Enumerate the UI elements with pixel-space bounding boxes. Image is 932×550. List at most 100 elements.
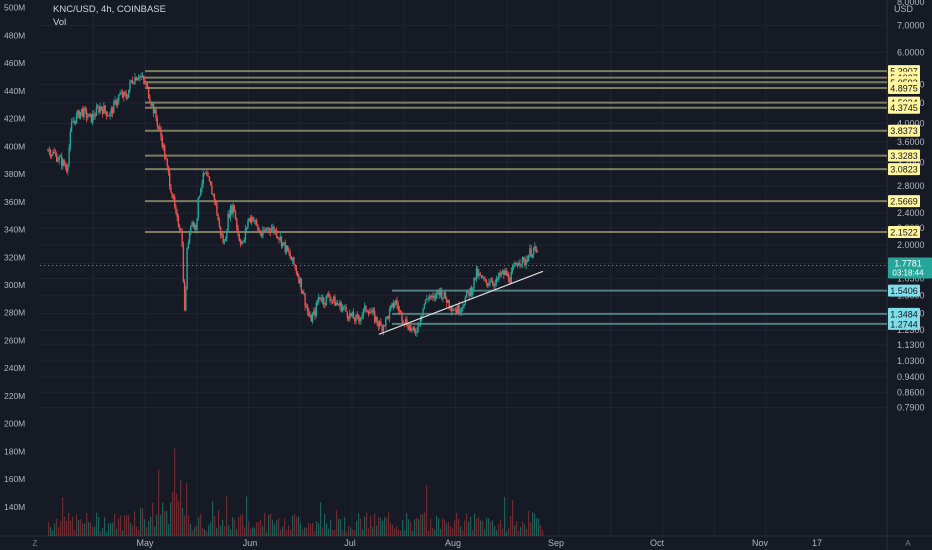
candle-body (403, 322, 406, 324)
candle-body (387, 316, 390, 319)
candle-body (400, 310, 402, 313)
candle-body (191, 222, 193, 226)
candle-body (203, 173, 206, 175)
volume-bar (332, 530, 334, 536)
candle-body (267, 227, 269, 230)
volume-bar (466, 513, 468, 536)
level-price-label: 1.2744 (890, 319, 918, 329)
candle-body (243, 239, 245, 242)
candle-body (207, 175, 209, 177)
candle-body (55, 154, 58, 162)
candle-body (443, 292, 445, 298)
volume-bar (380, 517, 382, 536)
candle-body (452, 309, 454, 312)
volume-bar (496, 530, 498, 536)
candle-body (368, 312, 371, 314)
candle-body (123, 92, 125, 98)
volume-axis-label: 140M (4, 502, 25, 512)
volume-bar (376, 525, 378, 536)
volume-axis-label: 220M (4, 391, 25, 401)
candle-body (372, 309, 375, 312)
candle-body (396, 300, 398, 306)
volume-bar (138, 529, 140, 536)
candle-body (278, 238, 280, 240)
candle-body (219, 226, 222, 236)
volume-bar (294, 514, 296, 536)
candle-body (449, 306, 452, 309)
candle-body (255, 220, 258, 225)
candle-body (140, 76, 142, 77)
candle-body (511, 267, 514, 272)
volume-axis-label: 340M (4, 225, 25, 235)
volume-bar (154, 526, 156, 536)
volume-bar (58, 527, 60, 536)
candle-body (431, 295, 433, 298)
price-axis-label: 1.1300 (897, 340, 925, 350)
volume-bar (156, 515, 158, 536)
candle-body (63, 159, 65, 166)
candle-body (275, 230, 278, 237)
volume-bar (288, 525, 290, 536)
candle-body (309, 315, 311, 317)
candle-body (116, 101, 119, 106)
level-price-label: 4.8975 (890, 83, 918, 93)
volume-bar (436, 515, 438, 536)
candle-body (393, 304, 396, 308)
volume-bar (212, 500, 214, 536)
level-price-tag (888, 317, 920, 330)
volume-bar (200, 513, 202, 536)
volume-bar (134, 511, 136, 536)
volume-bar (142, 508, 144, 536)
volume-bar (194, 526, 196, 536)
volume-axis-label: 160M (4, 474, 25, 484)
candle-body (469, 287, 471, 297)
volume-bar (458, 518, 460, 536)
volume-bar (424, 512, 426, 536)
volume-bar (372, 527, 374, 536)
candle-body (474, 277, 476, 280)
level-price-tag (888, 284, 920, 297)
candle-body (499, 273, 501, 276)
candle-body (475, 268, 478, 280)
candle-body (359, 319, 361, 322)
candle-body (80, 108, 83, 112)
candle-body (308, 311, 310, 317)
candle-body (391, 302, 393, 306)
volume-bar (336, 510, 338, 536)
volume-bar (56, 518, 58, 536)
candle-body (293, 257, 295, 265)
candle-body (268, 227, 270, 231)
candle-body (458, 305, 460, 313)
volume-bar (100, 531, 102, 536)
candle-body (146, 83, 149, 87)
volume-bar (190, 523, 192, 536)
candle-body (218, 220, 221, 227)
candle-body (252, 217, 254, 222)
candle-body (98, 107, 100, 113)
candle-body (48, 150, 50, 151)
volume-bar (364, 516, 366, 536)
candle-body (373, 311, 376, 322)
volume-bar (456, 513, 458, 536)
volume-bar (358, 513, 360, 536)
candle-body (380, 321, 382, 326)
level-price-tag (888, 81, 920, 94)
volume-bar (86, 512, 88, 536)
volume-bar (248, 521, 250, 536)
candle-body (221, 234, 223, 236)
volume-bar (72, 516, 74, 536)
level-price-label: 3.8373 (890, 126, 918, 136)
volume-bar (446, 523, 448, 536)
candle-body (190, 225, 192, 231)
candle-body (257, 224, 259, 230)
volume-bar (158, 469, 160, 536)
candle-body (417, 322, 419, 332)
candle-body (104, 105, 106, 112)
volume-bar (434, 529, 436, 536)
candle-body (119, 93, 121, 95)
price-axis-label: 3.2000 (897, 158, 925, 168)
candle-body (489, 282, 491, 284)
volume-bar (536, 518, 538, 536)
candle-body (60, 156, 63, 167)
